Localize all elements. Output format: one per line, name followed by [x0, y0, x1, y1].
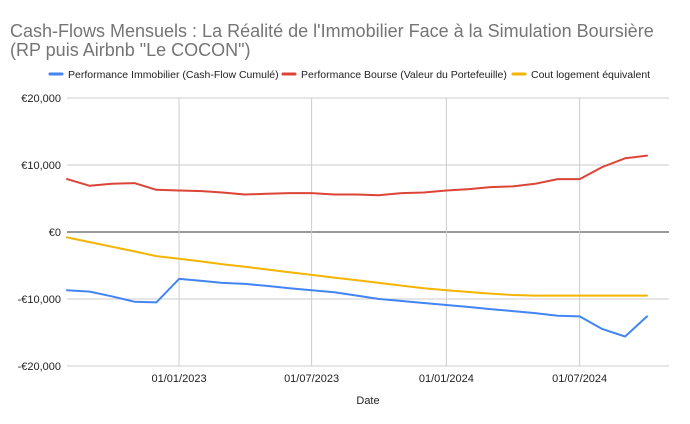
y-tick-label: €20,000	[21, 93, 61, 105]
x-tick-label: 01/07/2023	[284, 373, 339, 385]
y-tick-label: -€10,000	[18, 294, 61, 306]
series-line-1	[66, 277, 648, 338]
legend: Performance Immobilier (Cash-Flow Cumulé…	[48, 69, 650, 81]
y-tick-label: €10,000	[21, 160, 61, 172]
y-axis-labels: €20,000 €10,000 €0 -€10,000 -€20,000	[18, 93, 61, 373]
y-tick-label: €0	[49, 227, 61, 239]
grid-lines	[67, 97, 669, 367]
y-tick-label: -€20,000	[18, 361, 61, 373]
legend-label: Cout logement équivalent	[531, 69, 650, 81]
x-axis-title: Date	[356, 395, 379, 407]
x-tick-label: 01/07/2024	[552, 373, 607, 385]
x-axis-labels: 01/01/2023 01/07/2023 01/01/2024 01/07/2024	[152, 373, 608, 385]
legend-item-1: Performance Immobilier (Cash-Flow Cumulé…	[48, 69, 279, 81]
legend-label: Performance Bourse (Valeur du Portefeuil…	[301, 69, 507, 81]
x-tick-label: 01/01/2024	[419, 373, 474, 385]
series-line-2	[66, 154, 648, 197]
series-line-3	[66, 236, 648, 297]
series-lines	[66, 154, 648, 338]
chart-title: Cash-Flows Mensuels : La Réalité de l'Im…	[10, 21, 654, 60]
x-tick-label: 01/01/2023	[152, 373, 207, 385]
legend-label: Performance Immobilier (Cash-Flow Cumulé…	[68, 69, 279, 81]
legend-item-3: Cout logement équivalent	[511, 69, 650, 81]
legend-item-2: Performance Bourse (Valeur du Portefeuil…	[281, 69, 507, 81]
